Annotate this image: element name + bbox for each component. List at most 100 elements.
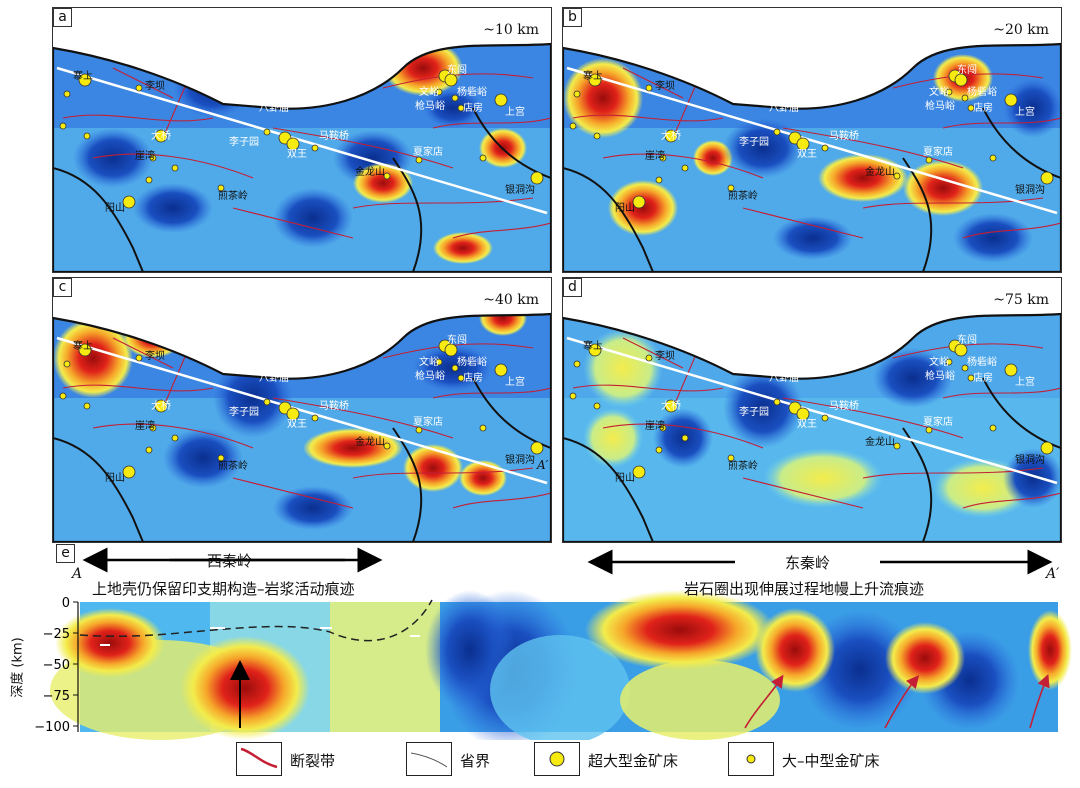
- large-gold-deposit-marker: [681, 164, 689, 172]
- large-gold-deposit-marker: [451, 364, 459, 372]
- point-a-prime-label: A′: [537, 458, 549, 472]
- town-label-daqiao: 大桥: [661, 401, 681, 412]
- large-gold-deposit-marker: [893, 442, 901, 450]
- town-label-yangshan: 阳山: [615, 203, 635, 214]
- large-gold-deposit-marker: [479, 154, 487, 162]
- map-image: [563, 312, 1061, 542]
- town-label-liziyuan: 李子园: [229, 407, 259, 418]
- legend: 断裂带 省界 超大型金矿床 大–中型金矿床: [0, 742, 1080, 776]
- large-gold-deposit-marker: [945, 88, 953, 96]
- town-label-liziyuan: 李子园: [739, 407, 769, 418]
- large-gold-deposit-marker: [171, 434, 179, 442]
- super-gold-deposit-marker: [1040, 171, 1054, 185]
- legend-super-deposit-label: 超大型金矿床: [588, 752, 679, 770]
- town-label-liziyuan: 李子园: [739, 137, 769, 148]
- large-gold-deposit-marker: [383, 442, 391, 450]
- super-gold-deposit-marker: [588, 343, 602, 357]
- super-gold-deposit-marker: [494, 363, 508, 377]
- fault-line: [432, 387, 551, 399]
- town-label-dongchuang: 东闯: [957, 65, 977, 76]
- cross-section-panel: e: [0, 540, 1080, 750]
- town-label-daqiao: 大桥: [661, 131, 681, 142]
- map-panel-d: d ~75 km 寨上 李坝 大桥 崖湾 阳山 煎茶岭 李子园 八卦庙 双王 马鞍桥 金龙山 夏家店 东闯文…: [562, 277, 1062, 543]
- town-label-qiangmaao: 枪马峪: [415, 371, 445, 382]
- fault-line: [742, 477, 864, 509]
- super-gold-deposit-marker: [154, 399, 168, 413]
- tomography-field: [563, 314, 1061, 542]
- town-label-dianfang: 店房: [973, 103, 993, 114]
- large-gold-deposit-marker: [961, 364, 969, 372]
- map-panel-c: c ~40 km 寨上 李坝 大桥 崖湾 阳山 煎茶岭 李子园 八卦庙 双王 马鞍桥 金龙山 夏家店 东闯文…: [52, 277, 552, 543]
- large-gold-deposit-marker: [655, 176, 663, 184]
- province-boundary: [392, 427, 423, 542]
- town-label-jianchaling: 煎茶岭: [728, 461, 758, 472]
- velocity-anomaly-high: [73, 128, 153, 188]
- tomography-field: [563, 44, 1061, 272]
- velocity-anomaly-high: [163, 428, 243, 488]
- large-gold-deposit-marker: [655, 446, 663, 454]
- legend-fault-label: 断裂带: [290, 752, 336, 770]
- fault-line: [622, 337, 684, 369]
- large-gold-deposit-marker: [593, 132, 601, 140]
- town-label-shanggong: 上宫: [1015, 377, 1035, 388]
- fault-line: [942, 117, 1061, 129]
- large-gold-deposit-marker: [135, 84, 143, 92]
- velocity-anomaly-high: [873, 348, 953, 408]
- town-label-shuangwang: 双王: [287, 149, 307, 160]
- town-label-yindonggou: 银洞沟: [1015, 455, 1045, 466]
- fault-line: [232, 477, 354, 509]
- fault-line: [602, 423, 764, 449]
- super-gold-deposit-marker: [954, 343, 968, 357]
- velocity-anomaly-low: [353, 163, 413, 203]
- town-label-zhaishang: 寨上: [583, 341, 603, 352]
- map-outline: [53, 312, 551, 542]
- town-label-baguamiao: 八卦庙: [259, 373, 289, 384]
- large-gold-deposit-marker: [681, 434, 689, 442]
- town-label-yawan: 崖湾: [135, 151, 155, 162]
- velocity-anomaly-low: [608, 180, 678, 236]
- velocity-anomaly-low: [693, 140, 733, 176]
- town-label-zhaishang: 寨上: [73, 71, 93, 82]
- town-label-yangzhaiyu: 杨砦峪: [967, 87, 997, 98]
- tomography-field: [53, 314, 551, 542]
- fault-line: [742, 207, 864, 239]
- large-gold-deposit-marker: [83, 402, 91, 410]
- super-gold-deposit-marker: [1004, 363, 1018, 377]
- panel-label: c: [53, 278, 72, 297]
- profile-line-aa: [566, 336, 1058, 485]
- velocity-anomaly-high: [273, 486, 353, 530]
- large-gold-deposit-marker: [659, 424, 667, 432]
- red-flow-arrow: [884, 675, 920, 729]
- velocity-anomaly-low: [433, 232, 493, 264]
- large-gold-deposit-marker: [989, 424, 997, 432]
- town-label-xiajiadian: 夏家店: [413, 417, 443, 428]
- town-label-liba: 李坝: [145, 351, 165, 362]
- town-label-maanqiao: 马鞍桥: [829, 401, 859, 412]
- fault-line: [782, 397, 964, 439]
- large-gold-deposit-marker: [63, 90, 71, 98]
- large-gold-deposit-marker: [659, 154, 667, 162]
- town-label-yindonggou: 银洞沟: [505, 185, 535, 196]
- velocity-anomaly-low: [459, 460, 507, 496]
- town-label-shanggong: 上宫: [1015, 107, 1035, 118]
- velocity-anomaly-high: [723, 368, 803, 448]
- super-gold-deposit-marker: [664, 129, 678, 143]
- large-gold-deposit-marker: [171, 164, 179, 172]
- depth-tick-label: −100: [34, 720, 70, 735]
- large-gold-deposit-marker: [435, 88, 443, 96]
- super-gold-deposit-marker: [122, 195, 136, 209]
- town-label-dongchuang: 东闯: [447, 65, 467, 76]
- velocity-anomaly-high: [763, 448, 883, 508]
- large-gold-deposit-marker: [773, 128, 781, 136]
- large-gold-deposit-marker: [727, 184, 735, 192]
- moho-dashed-line: [79, 599, 433, 642]
- fault-line: [232, 207, 354, 239]
- town-label-yangzhaiyu: 杨砦峪: [457, 357, 487, 368]
- fault-line: [272, 397, 454, 439]
- large-gold-deposit-marker: [989, 154, 997, 162]
- map-image: [53, 312, 551, 542]
- large-gold-deposit-marker: [821, 144, 829, 152]
- fault-line: [602, 153, 764, 179]
- large-gold-deposit-marker: [59, 122, 67, 130]
- depth-label: ~40 km: [483, 292, 539, 308]
